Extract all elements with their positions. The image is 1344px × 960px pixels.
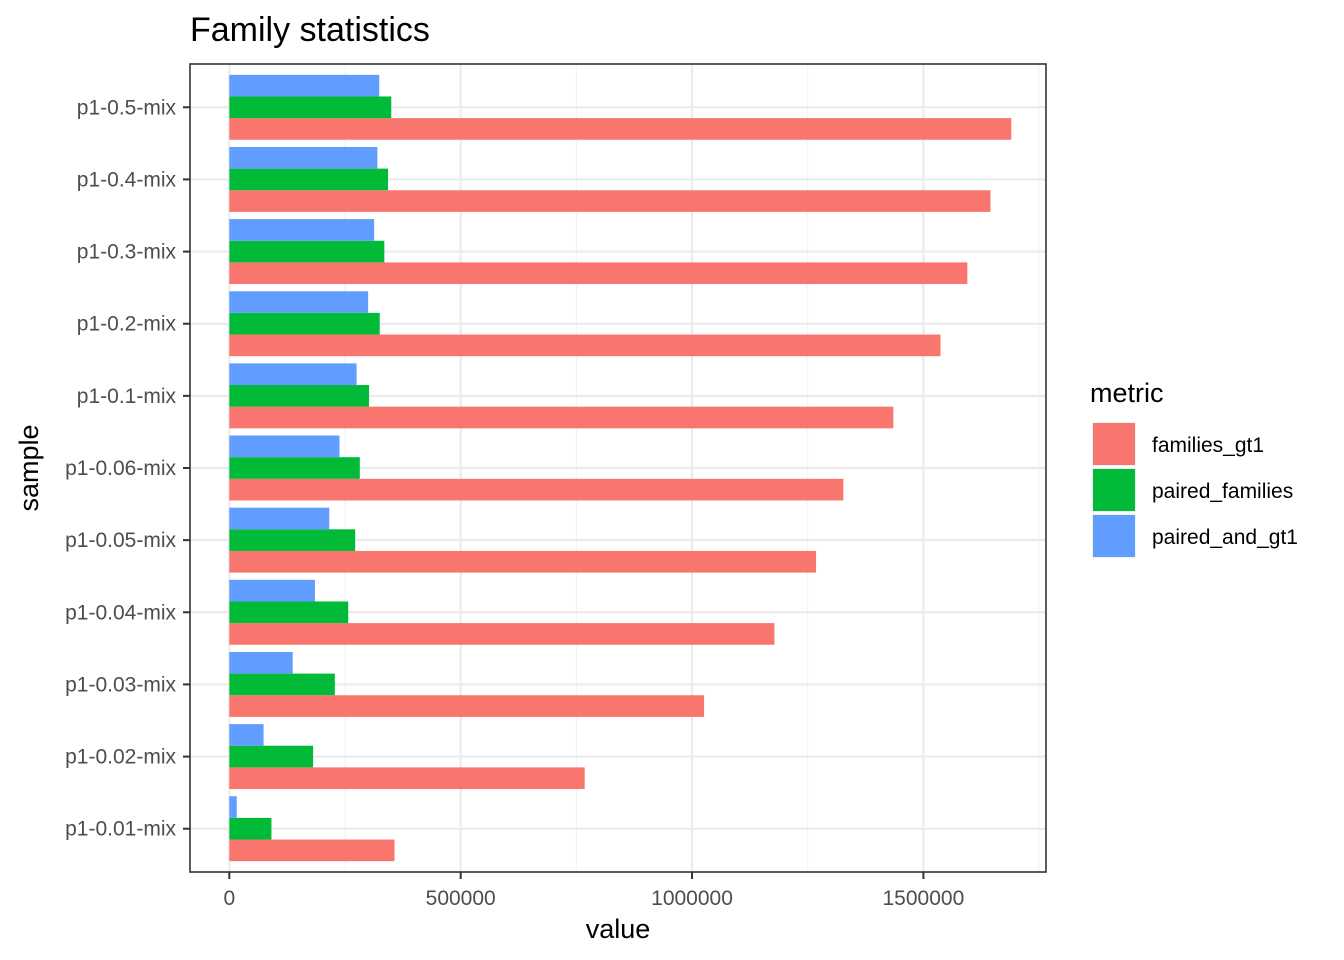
y-tick-label: p1-0.04-mix	[65, 601, 176, 624]
y-tick-label: p1-0.5-mix	[77, 96, 177, 119]
x-tick-label: 0	[223, 887, 235, 910]
legend-label-families_gt1: families_gt1	[1152, 434, 1264, 457]
x-tick-label: 1000000	[651, 887, 733, 910]
legend-items: families_gt1 paired_families paired_and_gt…	[1092, 422, 1298, 558]
bar-paired_and_gt1-p1-0.5-mix	[229, 74, 380, 97]
bar-paired_families-p1-0.2-mix	[229, 312, 380, 335]
x-axis: 0 500000 1000000 1500000	[223, 872, 964, 910]
bar-paired_families-p1-0.5-mix	[229, 96, 392, 119]
bar-paired_and_gt1-p1-0.1-mix	[229, 363, 357, 386]
bar-paired_and_gt1-p1-0.2-mix	[229, 291, 369, 313]
bar-paired_families-p1-0.4-mix	[229, 168, 389, 191]
y-tick-label: p1-0.02-mix	[65, 746, 176, 769]
bar-paired_families-p1-0.02-mix	[229, 745, 314, 768]
bar-paired_families-p1-0.06-mix	[229, 457, 360, 479]
bar-paired_and_gt1-p1-0.3-mix	[229, 219, 375, 241]
legend-swatch-paired_families	[1093, 469, 1135, 511]
y-tick-label: p1-0.2-mix	[77, 313, 177, 336]
y-axis-title: sample	[14, 424, 44, 511]
bar-families_gt1-p1-0.2-mix	[229, 334, 941, 357]
bar-paired_and_gt1-p1-0.4-mix	[229, 146, 378, 169]
x-axis-title: value	[586, 914, 651, 944]
bar-paired_and_gt1-p1-0.06-mix	[229, 435, 340, 458]
legend-label-paired_and_gt1: paired_and_gt1	[1152, 526, 1298, 549]
bar-families_gt1-p1-0.03-mix	[229, 695, 705, 717]
bar-paired_and_gt1-p1-0.03-mix	[229, 651, 293, 674]
x-tick-label: 1500000	[883, 887, 965, 910]
bars	[229, 74, 1012, 862]
bar-paired_families-p1-0.01-mix	[229, 817, 272, 840]
bar-paired_and_gt1-p1-0.05-mix	[229, 507, 330, 530]
y-tick-label: p1-0.03-mix	[65, 673, 176, 696]
bar-paired_families-p1-0.1-mix	[229, 385, 370, 407]
legend-swatch-paired_and_gt1	[1093, 515, 1135, 557]
bar-families_gt1-p1-0.02-mix	[229, 767, 585, 790]
bar-families_gt1-p1-0.3-mix	[229, 262, 968, 285]
legend-swatch-families_gt1	[1093, 423, 1135, 465]
bar-paired_and_gt1-p1-0.04-mix	[229, 579, 315, 602]
bar-families_gt1-p1-0.1-mix	[229, 406, 894, 429]
bar-paired_families-p1-0.3-mix	[229, 240, 385, 263]
bar-families_gt1-p1-0.4-mix	[229, 190, 991, 212]
bar-families_gt1-p1-0.5-mix	[229, 118, 1012, 140]
bar-paired_and_gt1-p1-0.01-mix	[229, 796, 237, 818]
bar-paired_families-p1-0.03-mix	[229, 673, 335, 696]
bar-families_gt1-p1-0.06-mix	[229, 478, 844, 501]
x-tick-label: 500000	[426, 887, 496, 910]
y-tick-label: p1-0.01-mix	[65, 818, 176, 841]
legend-label-paired_families: paired_families	[1152, 480, 1293, 503]
y-axis: p1-0.5-mix p1-0.4-mix p1-0.3-mix p1-0.2-mix…	[65, 96, 190, 841]
bar-families_gt1-p1-0.01-mix	[229, 839, 395, 862]
bar-families_gt1-p1-0.04-mix	[229, 623, 775, 645]
bar-paired_and_gt1-p1-0.02-mix	[229, 724, 264, 746]
chart-title: Family statistics	[190, 11, 430, 49]
y-tick-label: p1-0.05-mix	[65, 529, 176, 552]
legend-title: metric	[1090, 378, 1164, 408]
y-tick-label: p1-0.1-mix	[77, 385, 177, 408]
y-tick-label: p1-0.06-mix	[65, 457, 176, 480]
y-tick-label: p1-0.4-mix	[77, 168, 177, 191]
y-tick-label: p1-0.3-mix	[77, 241, 177, 264]
legend: metric families_gt1 paired_familiespaired…	[1090, 378, 1298, 558]
bar-paired_families-p1-0.05-mix	[229, 529, 356, 551]
bar-families_gt1-p1-0.05-mix	[229, 550, 817, 573]
bar-paired_families-p1-0.04-mix	[229, 601, 349, 624]
